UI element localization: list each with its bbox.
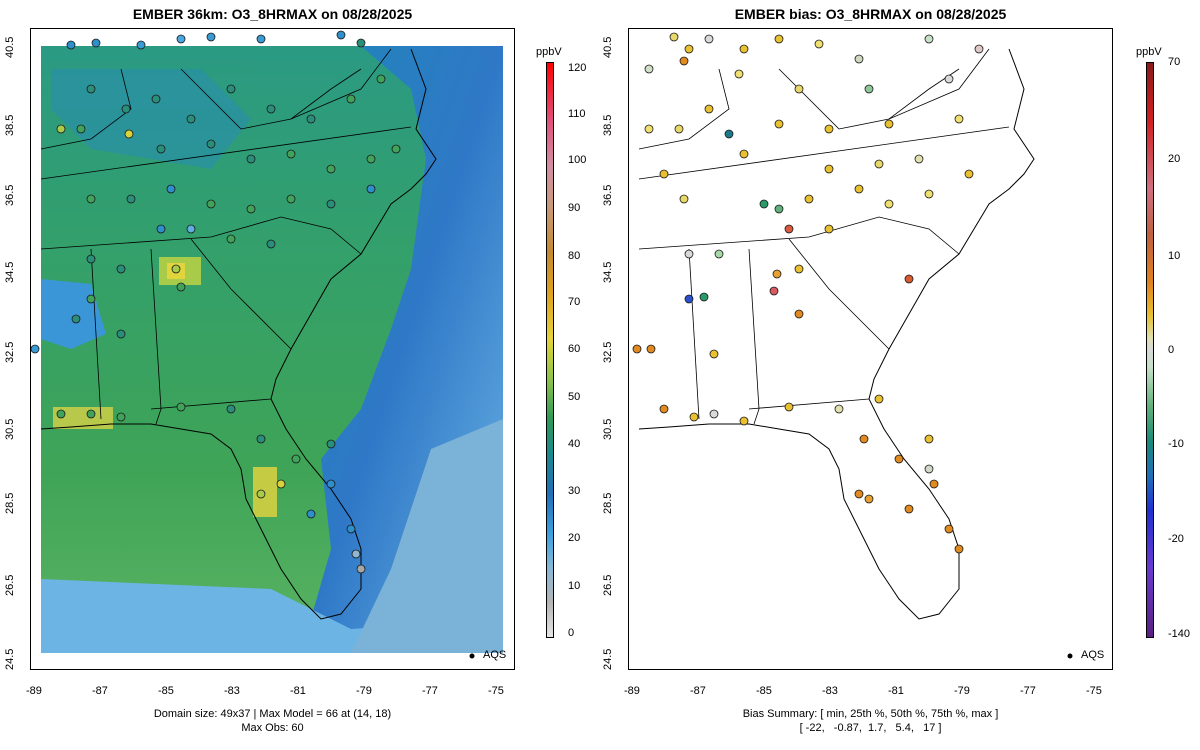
left-x-tick--83: -83 <box>224 685 240 697</box>
pensacola-hotspot <box>53 407 113 429</box>
right-map-frame: AQS <box>628 28 1113 670</box>
right-y-tick-26.5: 26.5 <box>602 574 614 596</box>
right-cbar-tick-20: 20 <box>1168 153 1181 165</box>
right-y-tick-40.5: 40.5 <box>602 36 614 58</box>
left-y-tick-40.5: 40.5 <box>4 36 16 58</box>
left-legend: AQS <box>483 649 507 661</box>
right-x-tick--87: -87 <box>690 685 706 697</box>
left-y-tick-26.5: 26.5 <box>4 574 16 596</box>
right-aqs-legend-dot <box>1067 653 1073 659</box>
left-cbar-tick-10: 10 <box>568 580 581 592</box>
left-x-tick--77: -77 <box>422 685 438 697</box>
right-cbar-tick-70: 70 <box>1168 56 1181 68</box>
left-cbar-tick-80: 80 <box>568 250 581 262</box>
right-caption-line1: Bias Summary: [ min, 25th %, 50th %, 75t… <box>742 708 999 720</box>
left-y-tick-30.5: 30.5 <box>4 418 16 440</box>
left-cbar-tick-50: 50 <box>568 391 581 403</box>
tampa-hotspot <box>253 467 277 517</box>
left-x-tick--87: -87 <box>92 685 108 697</box>
left-cbar-tick-70: 70 <box>568 296 581 308</box>
right-cbar-tick-10: 10 <box>1168 250 1181 262</box>
right-y-tick-34.5: 34.5 <box>602 261 614 283</box>
left-concentration-map <box>31 30 503 659</box>
left-cbar-tick-20: 20 <box>568 532 581 544</box>
left-x-tick--75: -75 <box>488 685 504 697</box>
left-colorbar <box>546 62 554 638</box>
right-y-tick-32.5: 32.5 <box>602 341 614 363</box>
right-caption-line2: [ -22, -0.87, 1.7, 5.4, 17 ] <box>799 722 942 734</box>
right-colorbar-unit: ppbV <box>1136 46 1162 58</box>
left-x-tick--89: -89 <box>26 685 42 697</box>
left-y-tick-34.5: 34.5 <box>4 261 16 283</box>
aqs-bias-sites <box>632 32 984 554</box>
appalachia-blue-patch <box>51 69 251 169</box>
left-cbar-tick-0: 0 <box>568 627 575 639</box>
right-panel-title: EMBER bias: O3_8HRMAX on 08/28/2025 <box>734 6 1007 22</box>
state-borders <box>638 48 1010 425</box>
left-y-tick-38.5: 38.5 <box>4 114 16 136</box>
left-cbar-tick-120: 120 <box>568 62 587 74</box>
right-x-tick--79: -79 <box>954 685 970 697</box>
left-cbar-tick-90: 90 <box>568 202 581 214</box>
aqs-observation-sites <box>31 30 401 574</box>
right-y-tick-30.5: 30.5 <box>602 418 614 440</box>
state-borders <box>40 48 412 425</box>
left-y-tick-32.5: 32.5 <box>4 341 16 363</box>
left-cbar-tick-40: 40 <box>568 438 581 450</box>
right-legend: AQS <box>1081 649 1105 661</box>
left-caption-line1: Domain size: 49x37 | Max Model = 66 at (… <box>153 708 392 720</box>
left-x-tick--81: -81 <box>290 685 306 697</box>
left-caption-line2: Max Obs: 60 <box>241 722 304 734</box>
right-cbar-tick-0: 0 <box>1168 344 1175 356</box>
right-y-tick-24.5: 24.5 <box>602 648 614 670</box>
left-map-frame: AQS <box>30 28 515 670</box>
right-x-tick--85: -85 <box>756 685 772 697</box>
left-cbar-tick-30: 30 <box>568 485 581 497</box>
right-cbar-tick--140: -140 <box>1168 628 1191 640</box>
right-cbar-tick--20: -20 <box>1168 533 1184 545</box>
left-cbar-tick-60: 60 <box>568 343 581 355</box>
right-bias-map <box>632 32 1073 659</box>
left-x-tick--79: -79 <box>356 685 372 697</box>
right-cbar-tick--10: -10 <box>1168 438 1184 450</box>
right-y-tick-36.5: 36.5 <box>602 184 614 206</box>
left-y-tick-28.5: 28.5 <box>4 492 16 514</box>
right-x-tick--81: -81 <box>888 685 904 697</box>
right-x-tick--89: -89 <box>624 685 640 697</box>
atlantic-light-field <box>351 419 503 653</box>
right-x-tick--77: -77 <box>1020 685 1036 697</box>
left-y-tick-24.5: 24.5 <box>4 648 16 670</box>
left-aqs-legend-dot <box>469 653 475 659</box>
left-cbar-tick-110: 110 <box>568 108 586 120</box>
left-cbar-tick-100: 100 <box>568 154 587 166</box>
right-colorbar <box>1146 62 1154 638</box>
left-colorbar-unit: ppbV <box>536 46 562 58</box>
left-panel-title: EMBER 36km: O3_8HRMAX on 08/28/2025 <box>132 6 413 22</box>
coastline <box>638 48 1035 620</box>
right-x-tick--75: -75 <box>1086 685 1102 697</box>
right-y-tick-38.5: 38.5 <box>602 114 614 136</box>
coastline <box>40 48 437 620</box>
right-x-tick--83: -83 <box>822 685 838 697</box>
left-y-tick-36.5: 36.5 <box>4 184 16 206</box>
right-y-tick-28.5: 28.5 <box>602 492 614 514</box>
left-x-tick--85: -85 <box>158 685 174 697</box>
